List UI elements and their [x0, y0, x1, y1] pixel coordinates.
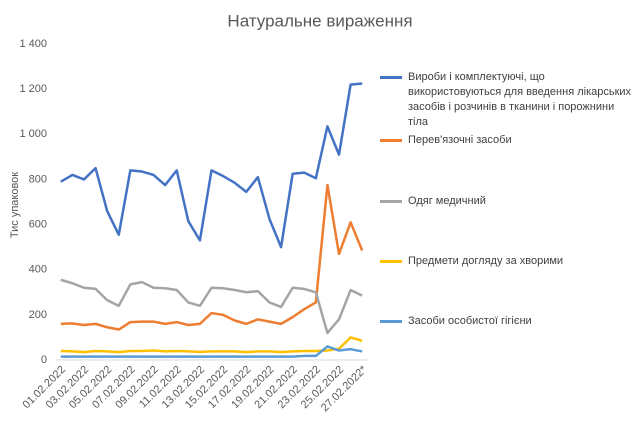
y-tick-label: 400 — [29, 264, 47, 276]
legend-swatch — [380, 200, 402, 203]
y-tick-label: 0 — [41, 354, 47, 366]
y-tick-label: 600 — [29, 218, 47, 230]
series-line — [60, 82, 363, 249]
y-tick-label: 200 — [29, 309, 47, 321]
legend-swatch — [380, 260, 402, 263]
legend-label: Перев'язочні засоби — [408, 134, 512, 146]
legend-swatch — [380, 320, 402, 323]
legend-item: Вироби і комплектуючі, що використовують… — [380, 70, 636, 130]
y-tick-label: 1 400 — [19, 38, 47, 50]
series-line — [60, 336, 363, 354]
legend-swatch — [380, 139, 402, 142]
legend-item: Предмети догляду за хворими — [380, 254, 563, 269]
legend-item: Перев'язочні засоби — [380, 133, 512, 148]
series-line — [60, 278, 363, 335]
y-axis-label: Тис упаковок — [9, 172, 21, 238]
series-line — [60, 183, 364, 331]
legend-label: Предмети догляду за хворими — [408, 255, 564, 267]
y-tick-label: 800 — [29, 173, 47, 185]
legend-label: Засоби особистої гігієни — [408, 315, 532, 327]
legend-item: Одяг медичний — [380, 194, 486, 209]
series-line — [60, 345, 363, 358]
legend-swatch — [380, 76, 402, 79]
chart-title: Натуральне вираження — [227, 11, 412, 30]
legend-label: Одяг медичний — [408, 195, 486, 207]
y-tick-label: 1 000 — [19, 128, 47, 140]
y-tick-label: 1 200 — [19, 83, 47, 95]
legend-label: Вироби і комплектуючі, що використовують… — [408, 71, 632, 128]
legend-item: Засоби особистої гігієни — [380, 314, 532, 329]
